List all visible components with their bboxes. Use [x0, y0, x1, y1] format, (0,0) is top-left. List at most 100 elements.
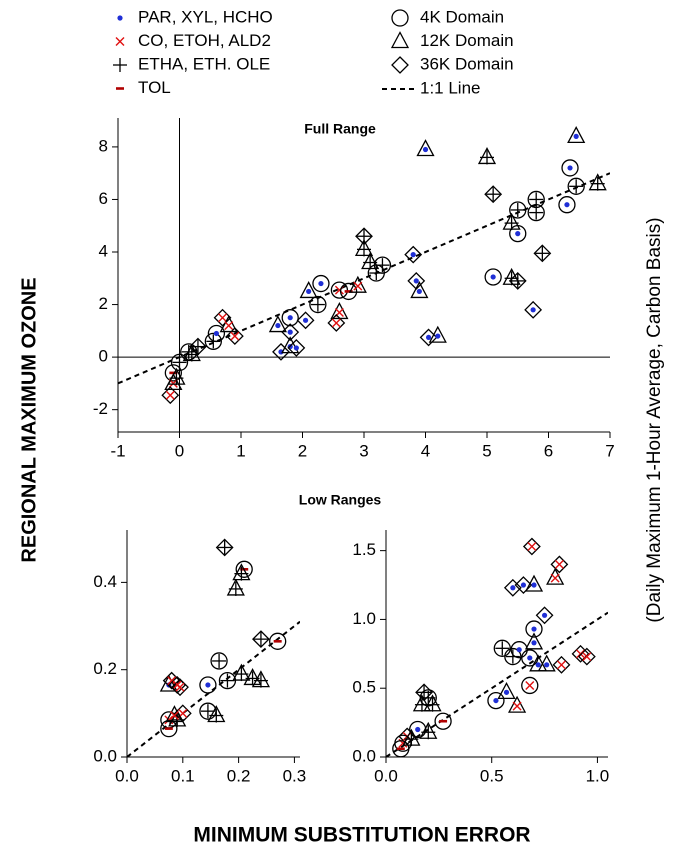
species-marker [520, 582, 527, 588]
x-tick-label: 0.0 [374, 766, 398, 785]
point [409, 720, 427, 739]
domain-shape [269, 632, 287, 650]
species-marker [530, 307, 536, 313]
x-tick-label: 1 [236, 441, 245, 460]
x-tick-label: 0.3 [283, 766, 307, 785]
y-tick-label: 0.0 [352, 746, 376, 765]
domain-shape [409, 720, 427, 739]
x-axis-title: MINIMUM SUBSTITUTION ERROR [193, 824, 530, 847]
y-tick-label: 6 [99, 189, 108, 208]
reference-line [127, 620, 300, 757]
point [165, 705, 184, 723]
y-tick-label: -2 [93, 399, 108, 418]
point [484, 185, 503, 204]
species-marker [527, 655, 533, 661]
species-marker [175, 682, 185, 692]
x-tick-label: 5 [482, 441, 491, 460]
legend-label: 4K Domain [420, 7, 504, 26]
species-marker [525, 680, 535, 690]
point [567, 126, 586, 144]
domain-shape [567, 177, 585, 195]
point [546, 567, 565, 585]
point [330, 302, 349, 320]
point [161, 386, 180, 405]
domain-shape [272, 342, 290, 361]
domain-shape [210, 652, 228, 670]
species-marker [531, 640, 537, 646]
y-tick-label: 0.0 [93, 746, 117, 765]
y-tick-label: 0 [99, 347, 108, 366]
x-tick-label: 1.0 [586, 766, 610, 785]
species-marker [582, 652, 592, 662]
point [509, 224, 527, 243]
point [281, 323, 300, 342]
domain-shape [571, 644, 590, 663]
domain-shape [522, 537, 541, 556]
point [552, 655, 571, 674]
domain-shape [524, 632, 544, 650]
domain-shape [330, 302, 349, 320]
domain-shape [497, 681, 516, 699]
domain-shape [509, 224, 527, 243]
domain-shape [213, 308, 232, 327]
domain-shape [558, 196, 576, 214]
species-marker [117, 15, 123, 21]
point [354, 238, 374, 257]
domain-shape [577, 647, 596, 666]
legend-marker [117, 15, 123, 21]
point [404, 245, 423, 264]
x-tick-label: -1 [110, 441, 125, 460]
point [355, 227, 373, 246]
domain-shape [207, 324, 226, 343]
reference-line [118, 172, 610, 385]
point [232, 663, 251, 682]
domain-shape [296, 311, 315, 330]
x-tick-label: 6 [544, 441, 553, 460]
x-tick-label: 0.5 [480, 766, 504, 785]
point [281, 309, 299, 327]
species-marker [224, 321, 234, 331]
species-marker [490, 274, 496, 280]
species-marker [353, 281, 363, 291]
domain-shape [281, 323, 300, 342]
domain-shape [552, 655, 571, 674]
point [160, 719, 178, 738]
domain-shape [164, 364, 183, 382]
species-marker [516, 647, 522, 653]
domain-shape [252, 630, 270, 649]
domain-shape [281, 336, 300, 354]
y-tick-label: 0.4 [93, 572, 117, 591]
point [269, 632, 287, 650]
panel-title: Low Ranges [299, 492, 382, 508]
domain-shape [170, 353, 189, 372]
species-marker [275, 322, 281, 329]
species-marker [512, 701, 522, 711]
domain-shape [390, 31, 410, 49]
point [287, 338, 306, 357]
point [210, 652, 228, 670]
point [232, 563, 251, 581]
point [477, 147, 497, 165]
point [493, 639, 511, 657]
point [521, 676, 539, 695]
domain-shape [367, 264, 385, 282]
point [522, 537, 541, 556]
point [299, 281, 318, 299]
species-marker [302, 317, 309, 323]
domain-shape [535, 606, 554, 625]
point [524, 300, 543, 319]
species-marker [541, 612, 548, 618]
point [182, 344, 201, 362]
domain-shape [504, 647, 522, 666]
domain-shape [281, 309, 299, 327]
legend-marker [390, 31, 410, 49]
x-tick-label: 4 [421, 441, 430, 460]
domain-shape [312, 274, 330, 293]
species-marker [167, 676, 177, 686]
domain-shape [219, 315, 238, 333]
x-tick-label: 0.1 [171, 766, 195, 785]
y-tick-label: 0.5 [352, 678, 376, 697]
domain-shape [550, 555, 569, 574]
species-marker [293, 345, 299, 351]
